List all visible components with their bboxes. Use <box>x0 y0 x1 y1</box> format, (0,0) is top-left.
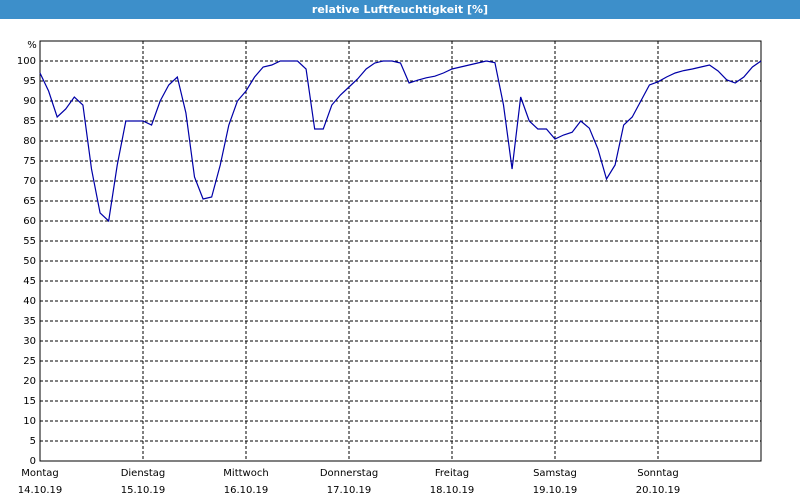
y-tick-label: 55 <box>23 236 36 247</box>
x-tick-label: Donnerstag <box>320 468 378 479</box>
x-tick-label: Dienstag <box>121 468 166 479</box>
x-tick-label: Samstag <box>533 468 577 479</box>
y-tick-label: 90 <box>23 96 36 107</box>
y-tick-label: 20 <box>23 376 36 387</box>
y-tick-label: 25 <box>23 356 36 367</box>
y-tick-label: 30 <box>23 336 36 347</box>
x-tick-date: 19.10.19 <box>533 485 578 496</box>
y-axis-label: % <box>27 40 37 51</box>
y-tick-label: 50 <box>23 256 36 267</box>
x-tick-date: 14.10.19 <box>18 485 63 496</box>
y-tick-label: 45 <box>23 276 36 287</box>
x-tick-label: Mittwoch <box>223 468 268 479</box>
y-tick-label: 65 <box>23 196 36 207</box>
data-line <box>39 60 762 223</box>
x-tick-label: Montag <box>21 468 58 479</box>
y-tick-label: 60 <box>23 216 36 227</box>
y-tick-label: 100 <box>17 56 36 67</box>
x-tick-date: 15.10.19 <box>121 485 166 496</box>
x-tick-label: Sonntag <box>637 468 679 479</box>
y-tick-label: 80 <box>23 136 36 147</box>
y-tick-label: 35 <box>23 316 36 327</box>
y-tick-label: 5 <box>30 436 36 447</box>
y-tick-label: 95 <box>23 76 36 87</box>
y-tick-label: 75 <box>23 156 36 167</box>
x-tick-date: 18.10.19 <box>430 485 475 496</box>
y-tick-label: 70 <box>23 176 36 187</box>
x-tick-label: Freitag <box>435 468 469 479</box>
y-tick-label: 10 <box>23 416 36 427</box>
y-tick-label: 40 <box>23 296 36 307</box>
title-bar <box>0 0 800 19</box>
y-tick-label: 0 <box>30 456 36 467</box>
chart-title: relative Luftfeuchtigkeit [%] <box>312 3 488 16</box>
plot-border <box>39 40 762 462</box>
x-tick-date: 20.10.19 <box>636 485 681 496</box>
x-tick-date: 16.10.19 <box>224 485 269 496</box>
x-tick-date: 17.10.19 <box>327 485 372 496</box>
y-tick-label: 15 <box>23 396 36 407</box>
y-tick-label: 85 <box>23 116 36 127</box>
